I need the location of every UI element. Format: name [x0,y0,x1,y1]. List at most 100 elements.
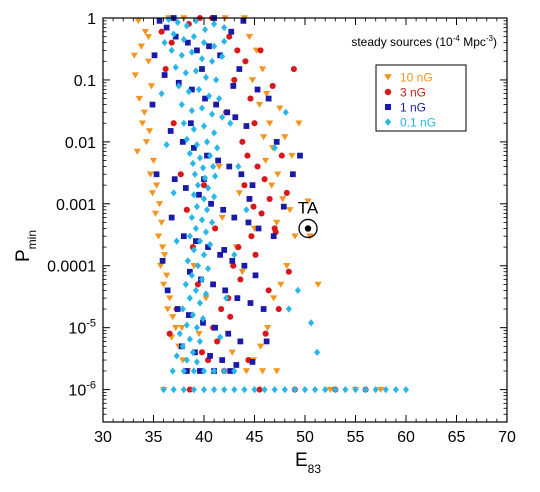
y-axis-title: Pmin [13,230,39,262]
data-point [149,101,156,108]
data-point [219,52,226,60]
data-point [183,321,190,329]
data-point [210,162,217,171]
data-point [304,198,312,205]
legend-label: 0.1 nG [400,116,436,130]
x-axis-title: E83 [295,450,321,476]
data-point [196,154,204,162]
data-point [199,315,207,323]
data-point [372,386,379,394]
data-point [166,295,174,302]
x-axis-title-main: E [295,450,308,471]
data-point [231,76,238,83]
data-point [190,246,197,254]
x-tick-label: 65 [448,429,466,446]
data-point [183,135,190,143]
data-point [237,338,244,345]
data-point [192,17,199,25]
data-point [271,386,278,394]
data-point [217,251,224,258]
x-tick-label: 60 [397,429,415,446]
data-point [273,219,281,226]
data-point [146,171,155,178]
data-point [219,113,226,121]
data-point [145,128,154,135]
data-point [247,95,254,102]
tick-labels-layer: 30 35 40 45 50 55 60 65 70 1 0.1 0.01 0.001 0.0001 10-… [47,11,516,446]
data-point [163,141,170,149]
data-point [196,237,204,245]
data-point [178,100,185,109]
data-point [290,171,296,178]
data-point [241,386,248,394]
legend-label: 3 nG [400,86,426,100]
data-point [180,233,187,240]
data-point [204,264,212,273]
data-point [269,82,276,89]
data-point [201,25,209,34]
data-point [280,203,287,210]
data-point [147,83,156,90]
x-tick-label: 70 [498,429,516,446]
data-point [258,66,267,73]
data-point [164,306,172,313]
data-point [212,324,218,331]
data-point [174,306,181,312]
data-point [192,224,199,233]
data-point [175,82,182,90]
data-point [151,52,158,59]
data-point [242,58,249,65]
data-point [186,232,193,240]
data-point [275,305,282,313]
data-point [188,48,195,56]
axis-ticks-layer [102,17,508,423]
data-point [231,386,238,394]
data-point [193,141,200,149]
legend-label: 1 nG [400,101,426,115]
annotation-unit-exp: -3 [486,34,494,43]
data-point [168,46,175,54]
data-point [180,367,187,375]
data-point [212,172,219,180]
data-point [207,353,213,359]
data-point [189,348,196,356]
data-point [196,337,204,346]
data-point [170,189,177,197]
data-point [270,233,277,240]
data-point [171,176,178,183]
data-point [188,213,195,222]
legend: 10 nG3 nG1 nG0.1 nG [375,64,467,132]
data-point [194,47,200,54]
data-point [221,23,228,32]
data-point [227,313,234,320]
data-point [241,182,248,189]
data-point [135,95,143,103]
data-point [209,218,216,227]
data-point [155,201,164,208]
y-tick-label: 1 [87,11,96,28]
data-point [184,257,191,265]
data-point [314,348,321,356]
data-point [244,152,251,159]
data-point [277,281,285,288]
data-point [221,367,228,375]
data-point [149,157,158,164]
data-point [295,120,303,127]
data-point [179,342,186,350]
ta-ring [298,218,318,239]
data-point [178,51,185,59]
data-point [238,171,245,178]
data-point [189,159,196,167]
data-point [177,171,184,178]
data-point [273,138,280,145]
data-point [144,58,153,65]
annotation-text: steady sources (10-4 Mpc-3) [351,34,497,49]
data-point [156,263,165,270]
data-point [174,18,181,26]
data-point [140,109,149,116]
data-point [178,324,186,332]
annotation-close: ) [493,35,497,49]
data-point [204,184,212,192]
data-point [200,319,206,326]
data-point [188,271,195,279]
